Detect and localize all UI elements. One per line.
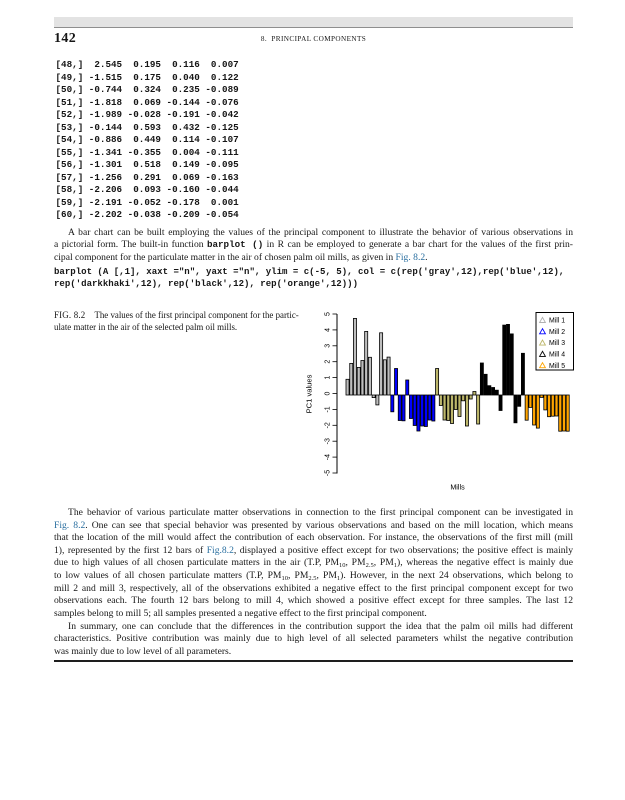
svg-text:-3: -3 bbox=[325, 438, 332, 444]
svg-text:4: 4 bbox=[325, 328, 332, 332]
svg-text:Mill 4: Mill 4 bbox=[549, 352, 565, 359]
svg-text:0: 0 bbox=[325, 391, 332, 395]
svg-text:2: 2 bbox=[325, 360, 332, 364]
svg-text:Mill 5: Mill 5 bbox=[549, 363, 565, 370]
svg-text:-2: -2 bbox=[325, 422, 332, 428]
svg-text:Mill 2: Mill 2 bbox=[549, 329, 565, 336]
svg-text:-5: -5 bbox=[325, 470, 332, 476]
svg-text:Mill 1: Mill 1 bbox=[549, 318, 565, 325]
svg-text:1: 1 bbox=[325, 376, 332, 380]
svg-text:Mills: Mills bbox=[450, 483, 465, 492]
svg-text:3: 3 bbox=[325, 344, 332, 348]
svg-text:PC1 values: PC1 values bbox=[305, 374, 314, 413]
svg-text:Mill 3: Mill 3 bbox=[549, 340, 565, 347]
svg-text:-1: -1 bbox=[325, 406, 332, 412]
svg-text:5: 5 bbox=[325, 312, 332, 316]
svg-text:-4: -4 bbox=[325, 454, 332, 460]
